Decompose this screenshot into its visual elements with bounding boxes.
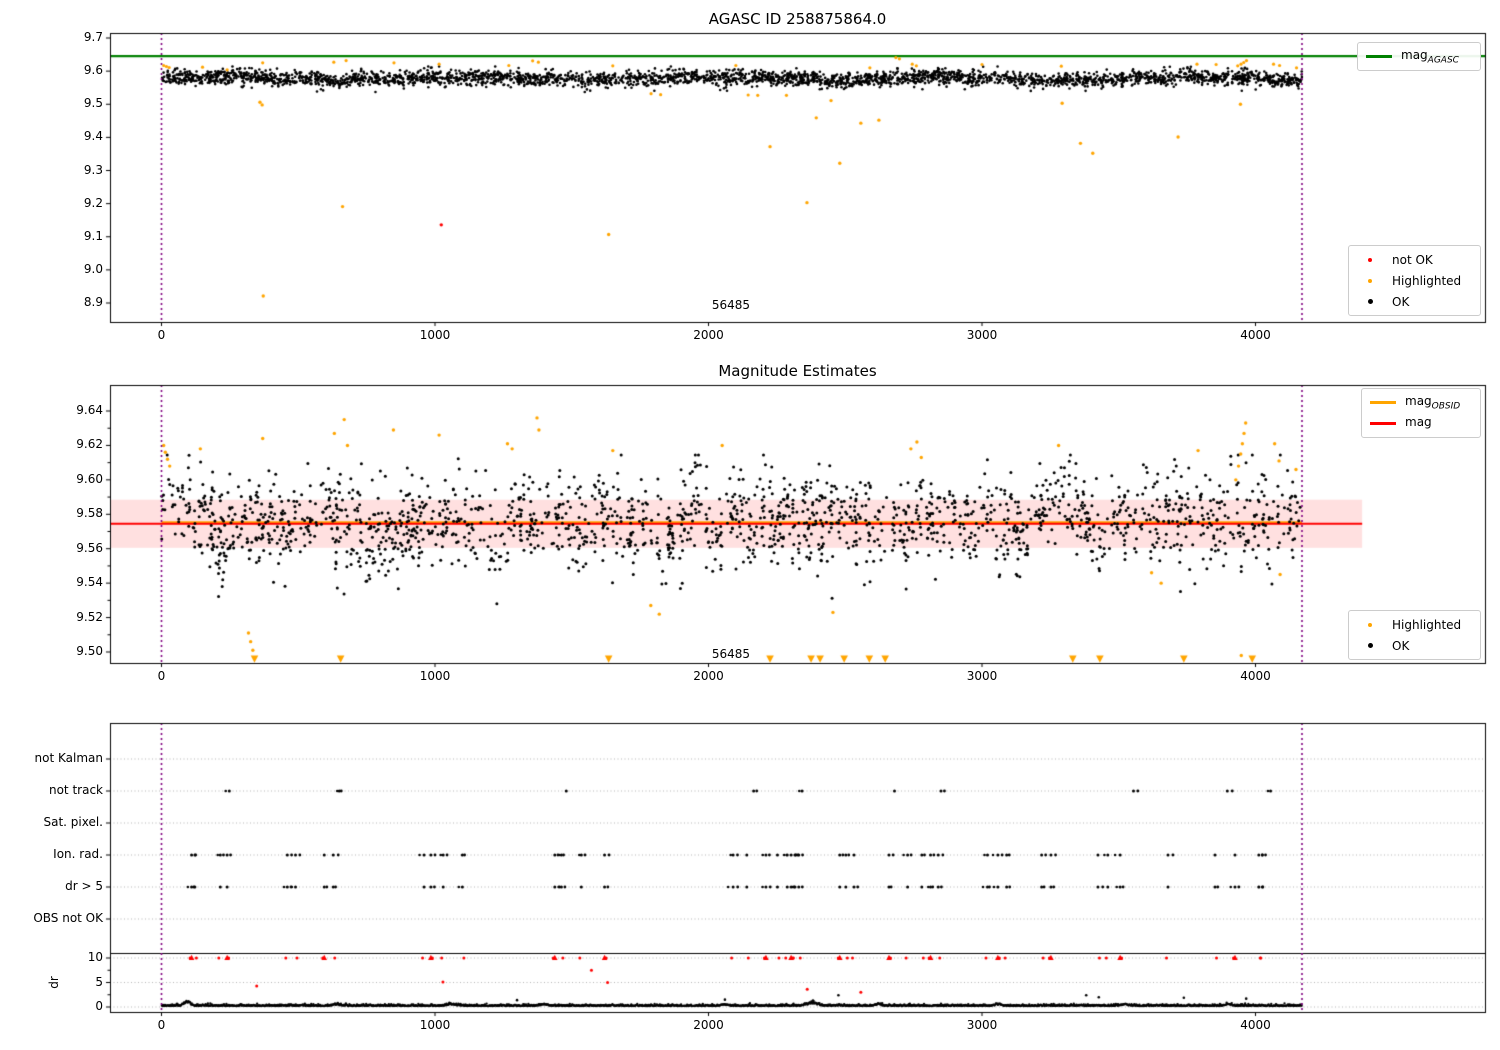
legend-row-highlighted-mid: Highlighted (1357, 614, 1472, 635)
y-tick-label: 9.6 (83, 63, 103, 78)
x-tick-label: 4000 (1240, 1018, 1271, 1032)
not-ok-marker-icon (1357, 257, 1383, 262)
x-tick-label: 3000 (966, 328, 998, 342)
legend-row-ok-mid: OK (1357, 635, 1472, 656)
legend-top-markers: not OK Highlighted OK (1348, 245, 1481, 316)
y-tick-label: 9.2 (83, 195, 103, 210)
x-tick-label: 0 (157, 669, 166, 683)
ok-marker-icon (1357, 299, 1383, 304)
y-tick-label: 9.60 (76, 471, 103, 486)
flag-row-label: Sat. pixel. (43, 815, 103, 829)
x-tick-label: 0 (157, 328, 166, 342)
dr-tick-label: 0 (95, 999, 103, 1013)
legend-label-mag: mag (1405, 414, 1432, 429)
y-tick-label: 9.7 (83, 30, 103, 44)
y-tick-label: 9.50 (76, 643, 103, 658)
dr-axis-label: dr (46, 975, 61, 989)
flag-row-label: OBS not OK (33, 911, 103, 925)
x-tick-label: 1000 (419, 669, 451, 683)
y-tick-label: 9.58 (76, 506, 103, 521)
highlighted-marker-icon (1357, 278, 1383, 283)
highlighted-marker-icon (1357, 622, 1383, 627)
legend-row-ok: OK (1357, 291, 1472, 312)
x-tick-label: 4000 (1240, 669, 1271, 683)
legend-label-mag-obsid: magOBSID (1405, 393, 1461, 412)
y-tick-label: 9.54 (76, 575, 103, 590)
legend-mid-markers: Highlighted OK (1348, 610, 1481, 660)
flag-row-label: not Kalman (34, 751, 103, 765)
y-tick-label: 9.1 (83, 228, 103, 243)
legend-row-mag-agasc: magAGASC (1366, 46, 1472, 67)
flag-row-label: Ion. rad. (53, 847, 103, 861)
legend-label-highlighted-mid: Highlighted (1392, 617, 1462, 632)
x-tick-label: 0 (157, 1018, 166, 1032)
dr-tick-label: 5 (95, 974, 103, 989)
legend-label-ok: OK (1392, 294, 1410, 309)
y-tick-label: 9.56 (76, 540, 103, 555)
x-tick-label: 2000 (693, 1018, 724, 1032)
plot2-title: Magnitude Estimates (718, 362, 877, 380)
x-tick-label: 2000 (693, 328, 724, 342)
y-tick-label: 9.5 (83, 96, 103, 111)
plot2-obsid-annotation: 56485 (711, 646, 751, 661)
y-tick-label: 9.0 (83, 261, 103, 276)
y-tick-label: 8.9 (83, 295, 103, 309)
mag-line-sample-icon (1370, 422, 1396, 425)
y-tick-label: 9.62 (76, 437, 103, 452)
legend-row-highlighted: Highlighted (1357, 270, 1472, 291)
flag-row-label: dr > 5 (65, 879, 103, 893)
legend-row-mag-obsid: magOBSID (1370, 392, 1472, 413)
legend-mag-lines: magOBSID mag (1361, 388, 1481, 438)
mag-obsid-line-sample-icon (1370, 400, 1396, 405)
y-tick-label: 9.4 (83, 129, 103, 144)
legend-label-not-ok: not OK (1392, 252, 1433, 267)
mag-agasc-line-sample-icon (1366, 55, 1392, 58)
legend-mag-agasc: magAGASC (1357, 42, 1481, 71)
y-tick-label: 9.52 (76, 609, 103, 624)
x-tick-label: 1000 (419, 328, 451, 342)
legend-row-not-ok: not OK (1357, 249, 1472, 270)
dr-tick-label: 10 (87, 950, 103, 964)
plot1-obsid-annotation: 56485 (711, 297, 751, 312)
plot1-title: AGASC ID 258875864.0 (708, 10, 887, 28)
x-tick-label: 1000 (419, 1018, 451, 1032)
legend-label-mag-agasc: magAGASC (1401, 47, 1459, 66)
legend-label-highlighted: Highlighted (1392, 273, 1462, 288)
flag-row-label: not track (48, 783, 103, 797)
x-tick-label: 3000 (966, 669, 998, 683)
x-tick-label: 4000 (1240, 328, 1271, 342)
y-tick-label: 9.64 (76, 403, 103, 417)
ok-marker-icon (1357, 643, 1383, 648)
y-tick-label: 9.3 (83, 162, 103, 177)
x-tick-label: 2000 (693, 669, 724, 683)
x-tick-label: 3000 (966, 1018, 998, 1032)
legend-label-ok-mid: OK (1392, 638, 1410, 653)
legend-row-mag: mag (1370, 413, 1472, 434)
